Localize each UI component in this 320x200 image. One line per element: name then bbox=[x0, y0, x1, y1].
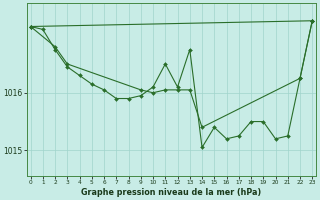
X-axis label: Graphe pression niveau de la mer (hPa): Graphe pression niveau de la mer (hPa) bbox=[81, 188, 261, 197]
